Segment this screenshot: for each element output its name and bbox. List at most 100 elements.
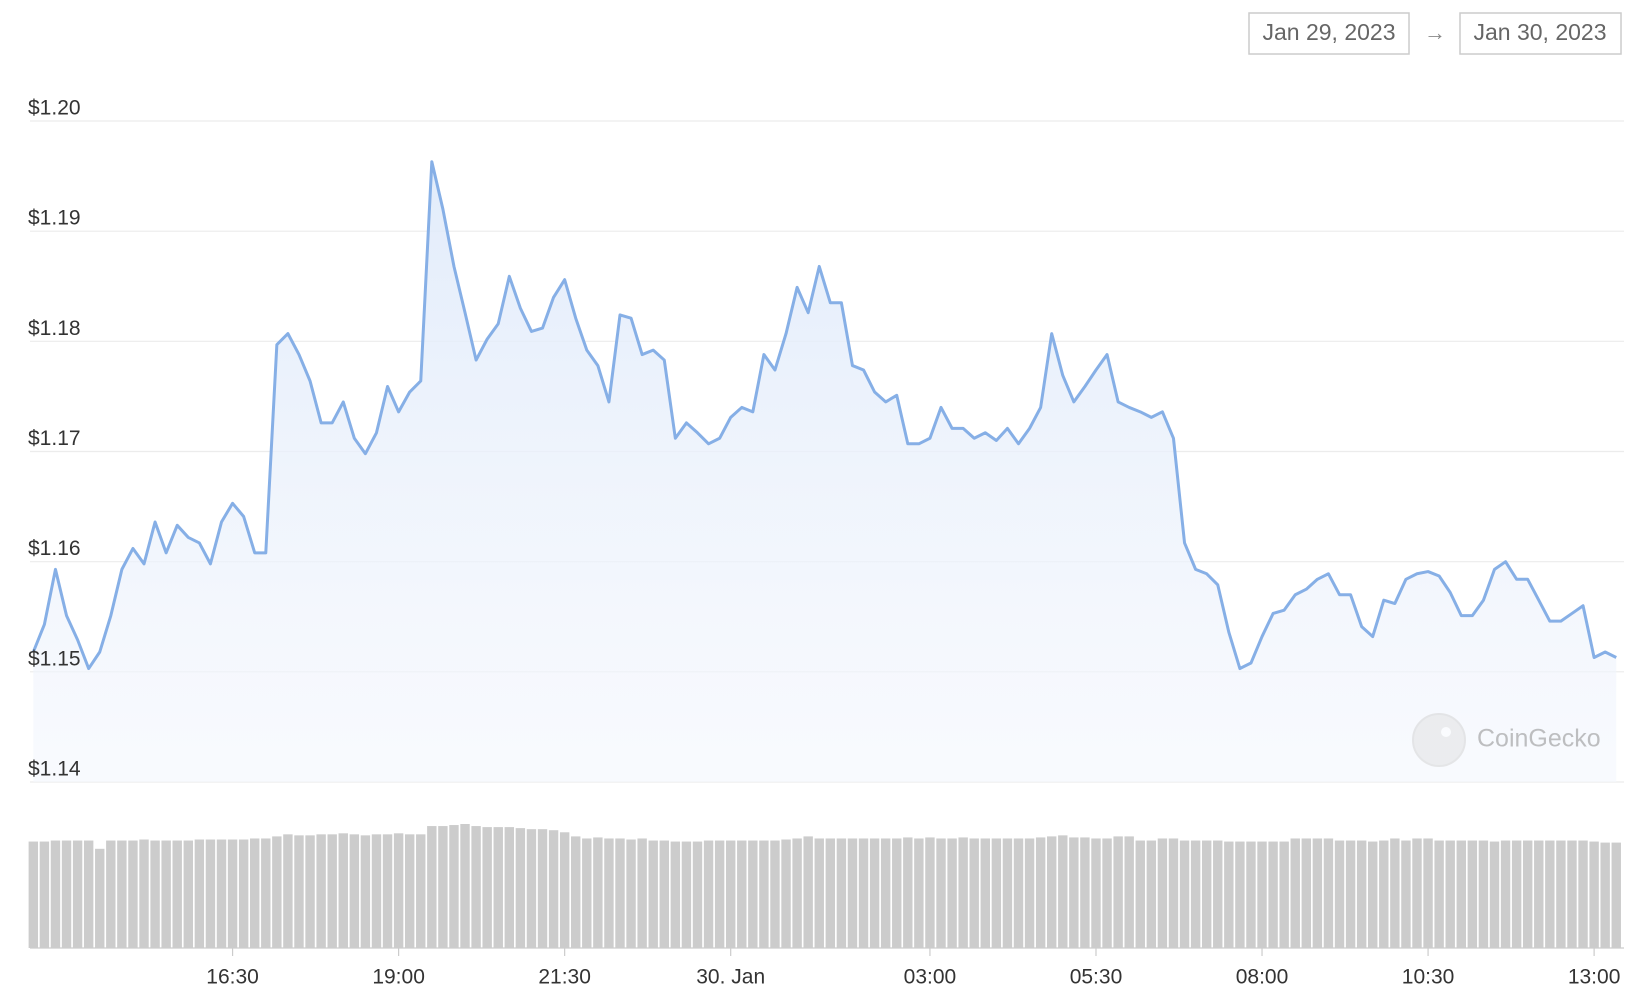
volume-bar: [737, 840, 747, 948]
volume-bar: [438, 826, 448, 948]
volume-bar: [1368, 841, 1378, 948]
volume-bar: [427, 826, 437, 948]
volume-bar: [95, 848, 105, 948]
volume-bar: [714, 840, 725, 948]
volume-bar: [382, 834, 393, 948]
volume-bar: [216, 839, 227, 948]
volume-bar: [836, 838, 847, 948]
volume-bar: [1069, 837, 1079, 948]
volume-bar: [1002, 838, 1013, 948]
volume-bar: [1534, 840, 1544, 948]
volume-bar: [150, 840, 160, 948]
volume-bar: [1135, 840, 1145, 948]
volume-bar: [725, 840, 736, 948]
volume-bar: [1168, 838, 1179, 948]
volume-bar: [1401, 840, 1411, 948]
volume-bar: [548, 830, 559, 948]
volume-bar: [238, 839, 249, 948]
volume-bar: [1058, 835, 1068, 948]
volume-bar: [582, 838, 592, 948]
volume-bar: [1345, 840, 1356, 948]
date-from[interactable]: Jan 29, 2023: [1262, 19, 1395, 45]
volume-bar: [1102, 838, 1112, 948]
volume-bar: [72, 840, 83, 948]
y-tick-label: $1.17: [28, 427, 81, 450]
volume-bar: [482, 827, 492, 948]
date-to-box[interactable]: [1459, 12, 1622, 55]
volume-bar: [903, 837, 913, 948]
volume-bar: [106, 840, 116, 948]
volume-bar: [1047, 836, 1057, 948]
volume-bar: [128, 840, 138, 948]
volume-bar: [1567, 840, 1577, 948]
volume-bar: [371, 834, 382, 948]
price-area: [33, 161, 1617, 782]
watermark-logo: [1412, 713, 1466, 767]
y-tick-label: $1.20: [28, 97, 81, 120]
watermark: CoinGecko: [1412, 713, 1601, 767]
volume-bar: [360, 835, 371, 948]
price-line: [31, 160, 1617, 671]
volume-bar: [593, 837, 603, 948]
volume-bar: [559, 832, 570, 948]
volume-bar: [869, 838, 880, 948]
volume-bar: [205, 839, 216, 948]
volume-bar: [416, 834, 426, 948]
volume-bar: [1257, 841, 1267, 948]
y-tick-label: $1.15: [28, 647, 81, 670]
x-tick-label: 05:30: [1070, 966, 1123, 989]
x-tick-label: 30. Jan: [696, 966, 765, 989]
volume-bar: [526, 829, 537, 948]
volume-bar: [1146, 840, 1157, 948]
volume-bar: [272, 836, 282, 948]
volume-bar: [1323, 838, 1334, 948]
volume-bar: [1201, 840, 1212, 948]
volume-bar: [847, 838, 858, 948]
volume-bar: [681, 841, 692, 948]
volume-bar: [349, 834, 360, 948]
volume-bar: [1412, 838, 1422, 948]
volume-bar: [327, 834, 337, 948]
volume-bar: [316, 834, 326, 948]
x-tick-label: 13:00: [1568, 966, 1621, 989]
volume-bar: [1235, 841, 1245, 948]
volume-bar: [1091, 838, 1101, 948]
volume-bar: [1356, 840, 1367, 948]
date-from-box[interactable]: [1248, 12, 1410, 55]
volume-bar: [936, 838, 946, 948]
watermark-text: CoinGecko: [1477, 725, 1601, 753]
volume-bar: [571, 836, 581, 948]
volume-bar: [1522, 840, 1533, 948]
volume-bar: [626, 839, 636, 948]
volume-bar: [393, 833, 404, 948]
volume-bar: [83, 840, 94, 948]
volume-bar: [537, 829, 548, 948]
y-tick-label: $1.18: [28, 317, 81, 340]
volume-bar: [1224, 841, 1234, 948]
volume-bar: [1611, 842, 1621, 948]
volume-bar: [1423, 838, 1433, 948]
volume-bar: [1301, 838, 1312, 948]
volume-bar: [648, 840, 658, 948]
volume-bar: [50, 840, 61, 948]
volume-bar: [28, 841, 39, 948]
volume-bar: [615, 838, 625, 948]
volume-bar: [515, 828, 526, 948]
volume-bar: [194, 839, 205, 948]
volume-bar: [1379, 840, 1389, 948]
volume-bar: [947, 838, 957, 948]
volume-bar: [338, 833, 348, 948]
volume-bar: [1456, 840, 1466, 948]
volume-bar: [1500, 840, 1511, 948]
volume-bar: [1179, 840, 1190, 948]
x-tick-label: 03:00: [904, 966, 957, 989]
x-tick-label: 16:30: [206, 966, 259, 989]
volume-bar: [781, 839, 791, 948]
volume-bar: [1390, 838, 1400, 948]
volume-bar: [1279, 841, 1289, 948]
x-tick-label: 10:30: [1402, 966, 1455, 989]
volume-bar: [980, 838, 990, 948]
volume-bar: [880, 838, 891, 948]
date-to[interactable]: Jan 30, 2023: [1473, 19, 1606, 45]
volume-bar: [803, 836, 813, 948]
